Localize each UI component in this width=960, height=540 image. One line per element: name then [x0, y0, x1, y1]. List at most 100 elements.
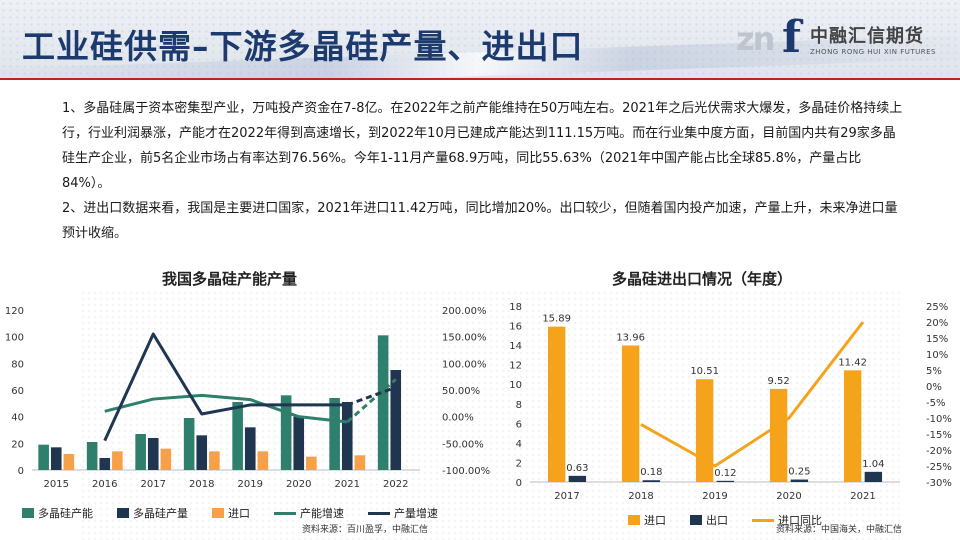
- y-right-tick-label: 0%: [926, 382, 942, 393]
- y-left-tick-label: 6: [516, 419, 522, 430]
- y-right-tick-label: -15%: [926, 430, 952, 441]
- left-chart: 0 20 40 60 80 100 120 -100.00% -50.00% 0.00% 50.00…: [5, 306, 490, 490]
- y-left-tick-label: 2: [516, 458, 522, 469]
- y-left-tick-label: 60: [11, 386, 24, 397]
- y-right-tick-label: -25%: [926, 462, 952, 473]
- header-band: [0, 0, 960, 78]
- right-chart: 0 2 4 6 8 10 12 14 16 18 -30% -25% -20% -15% -10% -5% 0%…: [509, 302, 952, 502]
- line-进口同比: [640, 321, 865, 468]
- y-right-tick-label: 200.00%: [442, 306, 487, 317]
- body-text: 1、多晶硅属于资本密集型产业，万吨投产资金在7-8亿。在2022年之前产能维持在…: [62, 96, 904, 246]
- x-tick-label: 2019: [702, 491, 727, 502]
- bar-多晶硅产量: [390, 370, 402, 470]
- logo-chinese-name: 中融汇信期货: [810, 26, 924, 47]
- y-left-tick-label: 12: [509, 361, 522, 372]
- company-logo: zn f 中融汇信期货 ZHONG RONG HUI XIN FUTURES: [736, 10, 946, 63]
- y-left-tick-label: 16: [509, 322, 522, 333]
- data-label: 9.52: [768, 376, 790, 387]
- line-产量增速-forecast: [346, 385, 397, 407]
- bar-多晶硅产能: [280, 395, 292, 470]
- left-chart-legend: 多晶硅产能 多晶硅产量 进口 产能增速 产量增速: [22, 505, 462, 521]
- legend-r-import-swatch: [628, 515, 640, 525]
- data-label: 0.18: [640, 467, 662, 478]
- y-left-tick-label: 4: [516, 439, 522, 450]
- x-tick-label: 2015: [44, 479, 69, 490]
- y-right-tick-label: 150.00%: [442, 333, 487, 344]
- y-left-tick-label: 10: [509, 380, 522, 391]
- data-label: 0.12: [714, 468, 736, 479]
- x-tick-label: 2017: [554, 491, 579, 502]
- world-map-background: [80, 290, 900, 540]
- x-tick-label: 2021: [850, 491, 875, 502]
- x-tick-label: 2017: [141, 479, 166, 490]
- page-title: 工业硅供需–下游多晶硅产量、进出口: [22, 27, 584, 66]
- y-right-tick-label: 0.00%: [442, 413, 474, 424]
- legend-import-swatch: [212, 508, 224, 518]
- bar-多晶硅产量: [293, 416, 305, 470]
- legend-r-import-label: 进口: [644, 514, 666, 527]
- line-产量增速: [103, 332, 348, 442]
- legend-capacity-swatch: [22, 508, 34, 518]
- legend-output: 多晶硅产量: [117, 505, 188, 521]
- bar-出口: [568, 475, 587, 482]
- y-left-tick-label: 0: [516, 478, 522, 489]
- x-tick-label: 2019: [238, 479, 263, 490]
- right-chart-title: 多晶硅进出口情况（年度）: [612, 270, 793, 288]
- data-label: 10.51: [690, 366, 719, 377]
- bar-多晶硅产能: [135, 434, 146, 470]
- y-left-tick-label: 8: [516, 400, 522, 411]
- bar-进口: [112, 451, 123, 470]
- y-left-tick-label: 20: [11, 439, 24, 450]
- x-tick-label: 2020: [286, 479, 311, 490]
- y-right-tick-label: 100.00%: [442, 359, 487, 370]
- bar-多晶硅产量: [50, 447, 62, 470]
- legend-capacity-growth-label: 产能增速: [300, 507, 344, 520]
- bar-进口: [306, 456, 317, 470]
- bar-多晶硅产量: [244, 427, 256, 470]
- y-right-tick-label: 15%: [926, 334, 948, 345]
- y-right-tick-label: -50.00%: [442, 439, 484, 450]
- y-right-tick-label: 20%: [926, 318, 948, 329]
- y-left-tick-label: 0: [18, 466, 24, 477]
- x-tick-label: 2018: [628, 491, 653, 502]
- legend-r-export: 出口: [690, 512, 728, 528]
- data-label: 15.89: [542, 314, 571, 325]
- legend-r-export-label: 出口: [706, 514, 728, 527]
- bar-多晶硅产能: [329, 398, 340, 470]
- bar-进口: [209, 451, 220, 470]
- bar-进口: [160, 448, 172, 470]
- bar-出口: [716, 480, 735, 482]
- x-tick-label: 2020: [776, 491, 801, 502]
- header-divider: [0, 78, 960, 80]
- data-label: 1.04: [862, 459, 884, 470]
- legend-output-growth-swatch: [368, 511, 390, 515]
- y-right-tick-label: -20%: [926, 446, 952, 457]
- x-tick-label: 2018: [189, 479, 214, 490]
- legend-output-growth: 产量增速: [368, 505, 438, 521]
- y-left-tick-label: 120: [5, 306, 24, 317]
- bar-多晶硅产量: [99, 458, 111, 470]
- legend-capacity-growth-swatch: [274, 511, 296, 515]
- bar-多晶硅产能: [183, 418, 195, 470]
- y-right-tick-label: -30%: [926, 478, 952, 489]
- line-产能增速-forecast: [346, 378, 397, 424]
- y-left-tick-label: 14: [509, 341, 522, 352]
- right-chart-source: 资料来源：中国海关，中融汇信: [776, 525, 903, 535]
- bar-进口: [621, 345, 640, 482]
- legend-capacity: 多晶硅产能: [22, 505, 93, 521]
- x-tick-label: 2022: [383, 479, 408, 490]
- bar-出口: [642, 480, 661, 482]
- legend-import-label: 进口: [228, 507, 250, 520]
- y-right-tick-label: -5%: [926, 398, 945, 409]
- data-label: 11.42: [838, 357, 867, 368]
- bar-进口: [843, 370, 862, 482]
- data-label: 0.25: [788, 467, 810, 478]
- legend-r-import: 进口: [628, 512, 666, 528]
- legend-r-import-yoy-swatch: [752, 518, 774, 522]
- y-left-tick-label: 80: [11, 359, 24, 370]
- legend-import: 进口: [212, 505, 250, 521]
- right-chart-legend: 进口 出口 进口同比: [628, 512, 846, 528]
- bar-进口: [547, 326, 566, 482]
- line-产能增速: [104, 393, 348, 424]
- legend-r-import-yoy: 进口同比: [752, 512, 822, 528]
